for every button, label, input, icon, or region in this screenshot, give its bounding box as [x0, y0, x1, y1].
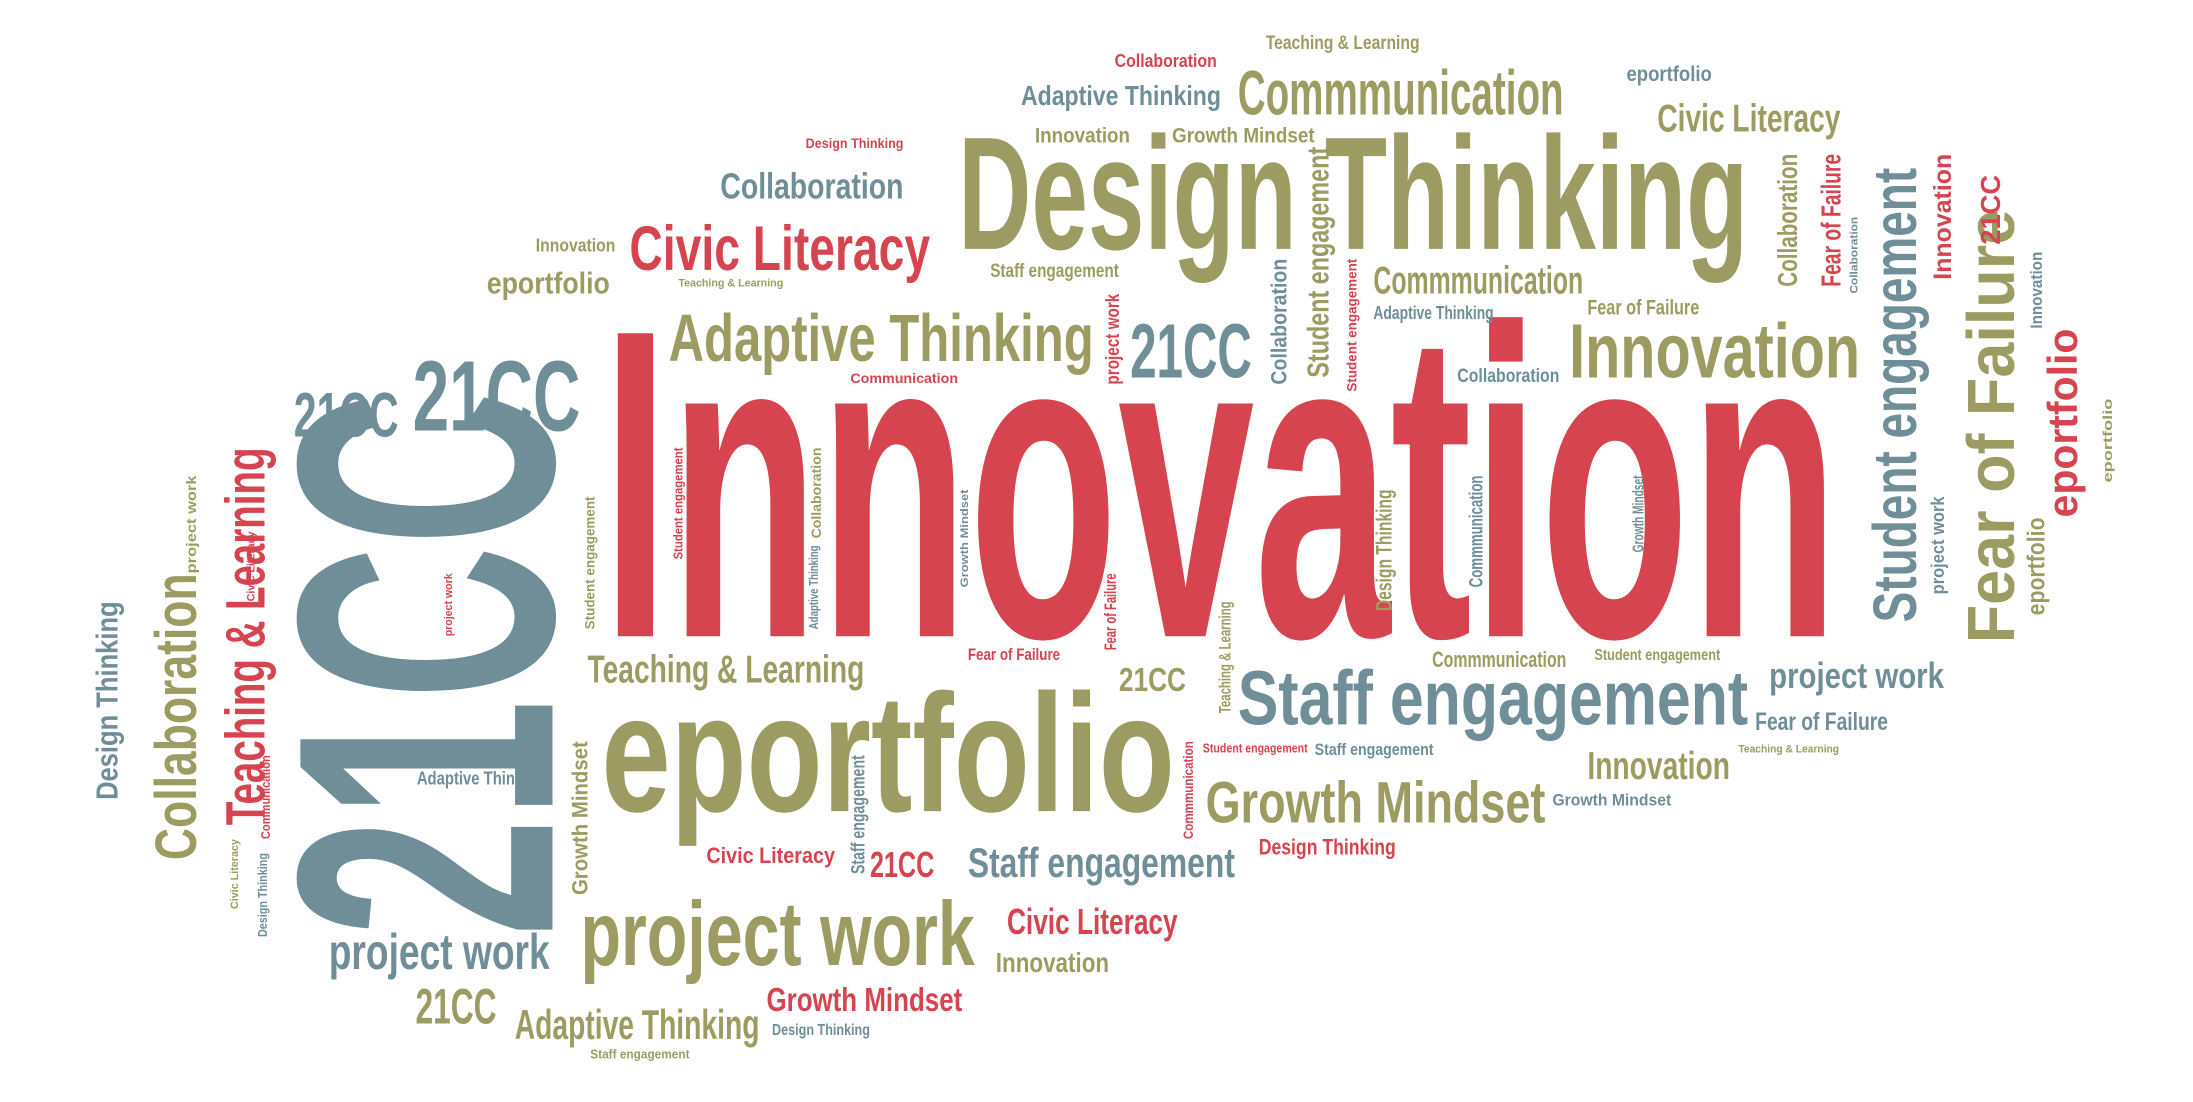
word: Collaboration: [720, 166, 903, 207]
word: eportfolio: [2023, 517, 2051, 615]
word: Staff engagement: [968, 839, 1235, 886]
word: eportfolio: [601, 659, 1174, 847]
word: Adaptive Thinking: [669, 301, 1094, 376]
word: Innovation: [536, 236, 616, 256]
word: Design Thinking: [806, 135, 904, 151]
word: Growth Mindset: [1552, 791, 1671, 810]
word: Teaching & Learning: [213, 448, 276, 826]
word: 21CC: [294, 380, 399, 450]
word: eportfolio: [487, 266, 610, 301]
word: Fear of Failure: [1755, 708, 1888, 736]
word: Innovation: [2027, 252, 2046, 329]
word: Fear of Failure: [968, 645, 1060, 664]
word: Design Thinking: [1372, 489, 1397, 611]
word: eportfolio: [2101, 398, 2115, 482]
word: Adaptive Thinking: [1373, 303, 1493, 323]
word: 21CC: [1975, 175, 2006, 245]
word: eportfolio: [2039, 329, 2086, 518]
word: Teaching & Learning: [1216, 601, 1235, 713]
word: 21CC: [220, 392, 630, 937]
word: Collaboration: [1115, 51, 1217, 71]
word: Civic Literacy: [229, 838, 241, 909]
word: project work: [443, 573, 455, 637]
word: Growth Mindset: [1172, 125, 1315, 148]
word: 21CC: [870, 844, 934, 885]
word: project work: [1102, 294, 1124, 385]
word: Student engagement: [1594, 647, 1720, 664]
word: Growth Mindset: [1206, 770, 1546, 835]
word: Student engagement: [1344, 258, 1360, 391]
word: Commmunication: [1180, 741, 1196, 839]
word: Teaching & Learning: [1266, 32, 1420, 54]
word: Innovation: [1587, 745, 1730, 788]
word: Civic Literacy: [629, 214, 930, 284]
word: Civic Literacy: [706, 843, 835, 868]
word: Communication: [850, 370, 958, 386]
word: Fear of Failure: [1587, 297, 1699, 320]
word: 21CC: [413, 341, 581, 453]
word: Student engagement: [672, 447, 686, 560]
word: Staff engagement: [1238, 655, 1748, 741]
word: Adaptive Thinking: [417, 769, 546, 789]
word: Student engagement: [1861, 168, 1930, 623]
word: Staff engagement: [990, 260, 1119, 282]
word: Staff engagement: [847, 755, 869, 874]
word: Fear of Failure: [1815, 154, 1846, 287]
word: Commmunication: [1465, 475, 1487, 587]
word: 21CC: [1130, 309, 1252, 395]
word: Collaboration: [1772, 154, 1803, 287]
word: 21CC: [415, 978, 496, 1035]
word: Design Thinking: [1259, 834, 1396, 859]
word: Collaboration: [1267, 259, 1292, 385]
word: Design Thinking: [90, 601, 125, 800]
word: Adaptive Thinking: [807, 545, 821, 629]
word: project work: [183, 475, 199, 573]
word: Adaptive Thinking: [515, 1001, 760, 1048]
word: Innovation: [1569, 309, 1860, 395]
word: project work: [329, 923, 551, 980]
word: Teaching & Learning: [1738, 743, 1839, 755]
word: Commmunication: [1373, 260, 1583, 303]
word: Innovation: [601, 238, 1839, 730]
word: Civic Literacy: [246, 531, 258, 602]
word: Collaboration: [1457, 365, 1559, 387]
word: Collaboration: [144, 573, 209, 860]
word: Student engagement: [1203, 741, 1309, 755]
word: Collaboration: [808, 448, 824, 539]
word: Adaptive Thinking: [1021, 80, 1221, 111]
word: project work: [580, 884, 975, 985]
word: Innovation: [996, 947, 1109, 978]
word: Innovation: [1035, 125, 1130, 148]
word: Teaching & Learning: [678, 278, 783, 290]
word: Growth Mindset: [567, 741, 592, 895]
word: eportfolio: [1627, 63, 1712, 86]
word: Civic Literacy: [1657, 97, 1840, 140]
word: 21CC: [1119, 662, 1186, 699]
word: Growth Mindset: [766, 982, 962, 1019]
word: Design Thinking: [772, 1022, 870, 1039]
word: Civic Literacy: [1007, 901, 1178, 942]
word: Student engagement: [581, 496, 597, 629]
word: Commmunication: [1238, 59, 1564, 129]
word: Commmunication: [1432, 647, 1566, 672]
word: Growth Mindset: [959, 489, 971, 587]
word: Fear of Failure: [1101, 573, 1120, 650]
word: Fear of Failure: [1954, 210, 2029, 644]
word: project work: [1769, 655, 1944, 696]
word: project work: [1928, 496, 1948, 595]
word: Student engagement: [1301, 147, 1336, 378]
word: Design Thinking: [256, 853, 270, 937]
word: Growth Mindset: [1630, 475, 1647, 552]
word: Innovation: [1929, 154, 1957, 280]
word: Collaboration: [1848, 217, 1860, 294]
word: Staff engagement: [1315, 740, 1434, 759]
word: Communication: [259, 755, 273, 839]
word: Teaching & Learning: [587, 648, 864, 691]
word: Staff engagement: [590, 1048, 690, 1062]
word: Design Thinking: [958, 104, 1748, 284]
